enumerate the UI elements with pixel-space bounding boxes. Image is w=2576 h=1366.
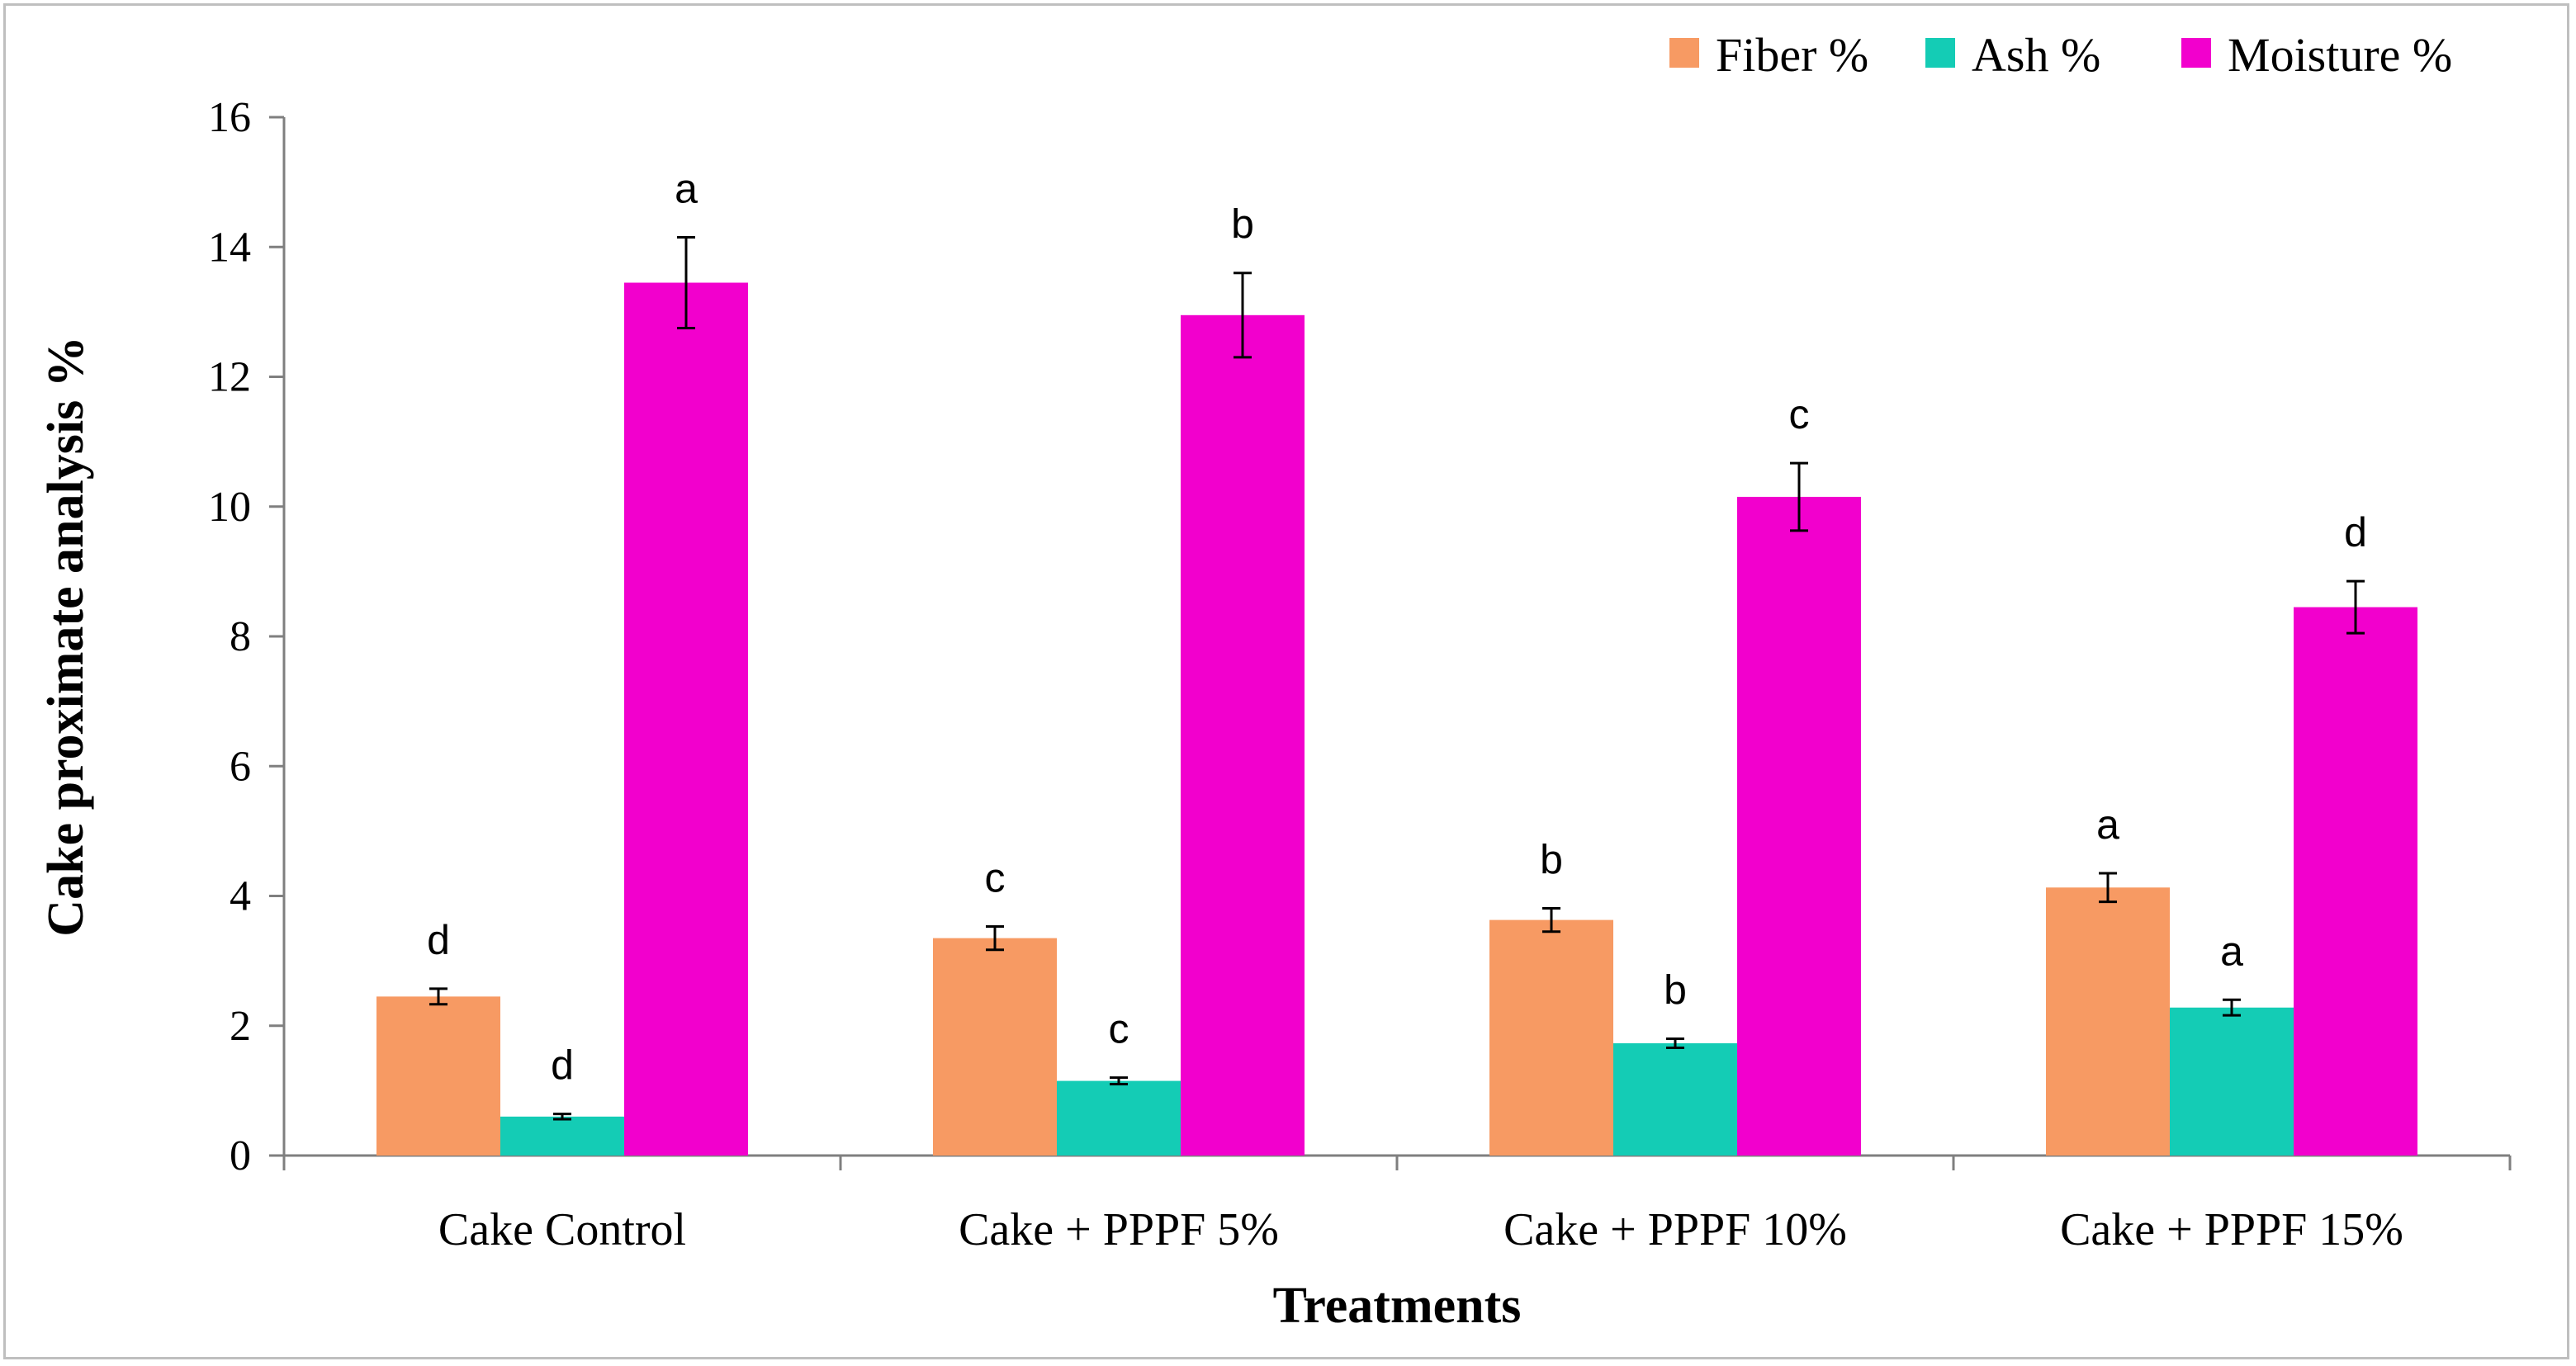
y-tick-label: 12 [208,354,251,401]
x-ticks [282,1156,2512,1170]
bar [2170,1007,2294,1156]
legend-label: Ash % [1972,28,2100,82]
bar [933,938,1057,1156]
bar [1489,919,1613,1156]
bar [1057,1080,1181,1156]
significance-letter: a [675,165,698,211]
bar [500,1116,624,1156]
significance-letter: c [1109,1006,1129,1052]
legend-label: Moisture % [2228,28,2452,82]
significance-letters: d d a c c b b b c a a d [427,165,2367,1088]
bars [376,282,2417,1156]
significance-letter: b [1664,967,1687,1013]
category-label: Cake Control [438,1204,686,1255]
significance-letter: b [1540,836,1563,882]
bar [376,996,500,1156]
bar [624,282,748,1156]
y-ticks: 0 2 4 6 8 10 12 14 16 [208,94,284,1179]
bar [1737,496,1861,1156]
y-tick-label: 16 [208,94,251,141]
y-tick-label: 8 [230,613,251,660]
significance-letter: d [2344,509,2367,555]
significance-letter: d [551,1042,574,1089]
category-label: Cake + PPPF 10% [1503,1204,1847,1255]
significance-letter: a [2220,928,2243,974]
y-tick-label: 2 [230,1003,251,1050]
category-labels: Cake Control Cake + PPPF 5% Cake + PPPF 10… [438,1204,2403,1255]
axes [282,117,2510,1157]
legend: Fiber % Ash % Moisture % [1669,28,2452,82]
error-bars [429,235,2365,1121]
bar [1181,314,1305,1156]
y-tick-label: 14 [208,224,251,271]
category-label: Cake + PPPF 5% [959,1204,1279,1255]
significance-letter: b [1231,201,1254,248]
category-label: Cake + PPPF 15% [2060,1204,2403,1255]
y-tick-label: 0 [230,1132,251,1179]
legend-swatch [1669,38,1699,68]
bar [2294,607,2417,1156]
legend-swatch [1925,38,1955,68]
significance-letter: c [985,854,1006,900]
x-axis-title: Treatments [1273,1278,1522,1334]
significance-letter: d [427,917,450,963]
legend-label: Fiber % [1716,28,1868,82]
y-axis-title: Cake proximate analysis % [38,336,94,936]
y-tick-label: 4 [230,873,251,920]
significance-letter: c [1789,391,1810,437]
bar [2046,887,2170,1156]
y-tick-label: 10 [208,484,251,531]
bar [1613,1042,1737,1156]
legend-swatch [2181,38,2211,68]
significance-letter: a [2096,801,2119,848]
y-tick-label: 6 [230,743,251,790]
